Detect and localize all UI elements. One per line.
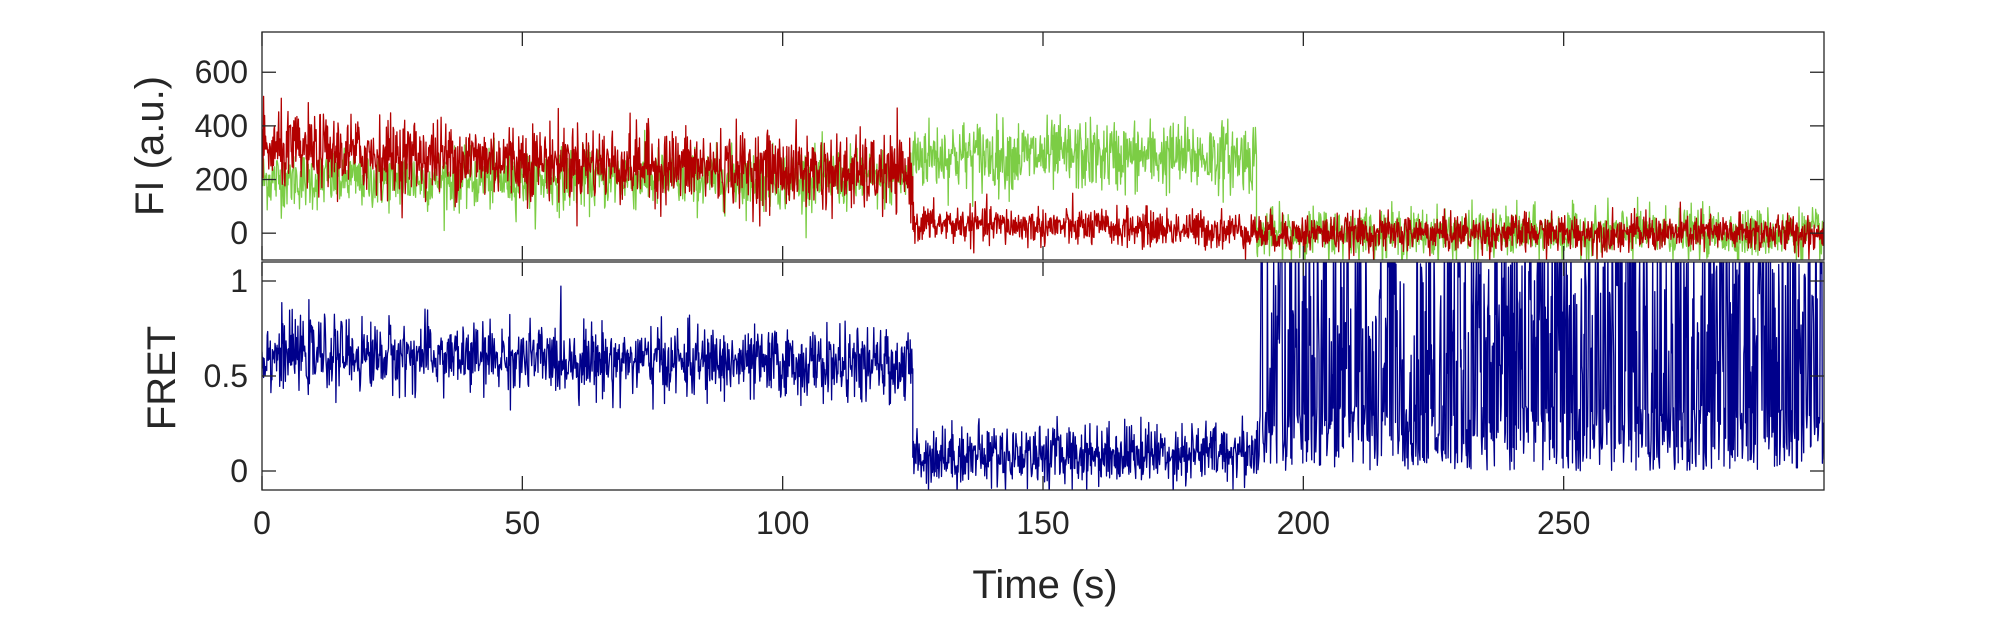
bottom-panel-y-tick-label: 0 bbox=[230, 453, 248, 489]
x-tick-label: 250 bbox=[1537, 505, 1590, 541]
top-panel-y-tick-label: 600 bbox=[195, 54, 248, 90]
bottom-panel-traces bbox=[262, 262, 1824, 490]
top-panel-y-tick-label: 0 bbox=[230, 215, 248, 251]
x-tick-label: 150 bbox=[1016, 505, 1069, 541]
bottom-panel-y-axis-label: FRET bbox=[140, 326, 184, 430]
top-panel-traces bbox=[262, 95, 1824, 260]
top-panel-y-axis-label: FI (a.u.) bbox=[128, 76, 172, 216]
bottom-panel-y-tick-label: 0.5 bbox=[204, 358, 248, 394]
bottom-panel-y-tick-label: 1 bbox=[230, 263, 248, 299]
top-panel-axes: 0 200 400 600 bbox=[195, 31, 1825, 261]
x-tick-label: 50 bbox=[505, 505, 541, 541]
x-tick-label: 100 bbox=[756, 505, 809, 541]
x-axis-label: Time (s) bbox=[972, 563, 1117, 607]
bottom-panel-series-1-line bbox=[262, 262, 1824, 490]
top-panel-y-tick-label: 200 bbox=[195, 162, 248, 198]
top-panel-series-2-line bbox=[262, 95, 1824, 260]
x-tick-label: 0 bbox=[253, 505, 271, 541]
top-panel-y-tick-label: 400 bbox=[195, 108, 248, 144]
x-tick-label: 200 bbox=[1277, 505, 1330, 541]
top-panel: 0 200 400 600 FI (a.u.) bbox=[128, 31, 1825, 261]
bottom-panel: 0 0.5 1 0 50 100 150 200 250 FRET Time (s) bbox=[140, 261, 1825, 607]
bottom-panel-axes: 0 0.5 1 0 50 100 150 200 250 bbox=[204, 261, 1825, 541]
